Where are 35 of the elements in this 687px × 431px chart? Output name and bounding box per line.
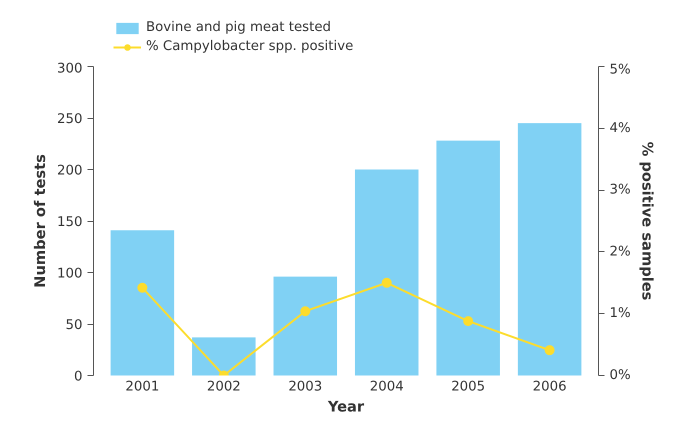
- x-tick-label: 2003: [288, 380, 322, 394]
- y2-tick-label: 2%: [610, 244, 631, 260]
- y2-tick-label: 4%: [610, 120, 631, 136]
- y-tick-label: 100: [57, 266, 83, 282]
- point: [544, 345, 555, 356]
- bar: [192, 337, 256, 376]
- bar: [436, 140, 500, 376]
- bar: [110, 230, 174, 376]
- bar: [354, 170, 418, 376]
- x-tick-label: 2004: [370, 380, 404, 394]
- point: [382, 278, 392, 288]
- legend-label: Bovine and pig meat tested: [146, 20, 332, 35]
- y-tick-label: 200: [57, 164, 83, 178]
- y2-tick-label: 0%: [610, 368, 631, 383]
- bar: [274, 276, 338, 376]
- point: [300, 306, 310, 316]
- point: [463, 316, 474, 326]
- y-axis-title: Number of tests: [32, 154, 50, 288]
- y2-tick-label: 3%: [610, 182, 631, 198]
- legend-label: % Campylobacter spp. positive: [146, 39, 354, 54]
- y-tick-label: 0: [74, 370, 83, 384]
- x-axis-title: Year: [326, 398, 365, 416]
- y2-axis-title: % positive samples: [638, 142, 656, 301]
- bar: [518, 123, 582, 376]
- x-tick-label: 2005: [451, 380, 486, 394]
- x-tick-label: 2006: [532, 380, 567, 394]
- y-tick-label: 50: [66, 318, 83, 333]
- x-tick-label: 2001: [125, 380, 160, 394]
- y-tick-label: 150: [57, 215, 83, 230]
- x-tick-label: 2002: [206, 380, 241, 394]
- y-tick-label: 250: [57, 112, 83, 127]
- y2-tick-label: 1%: [610, 306, 631, 322]
- y-tick-label: 300: [57, 62, 83, 76]
- point: [137, 282, 148, 293]
- y2-tick-label: 5%: [610, 62, 631, 78]
